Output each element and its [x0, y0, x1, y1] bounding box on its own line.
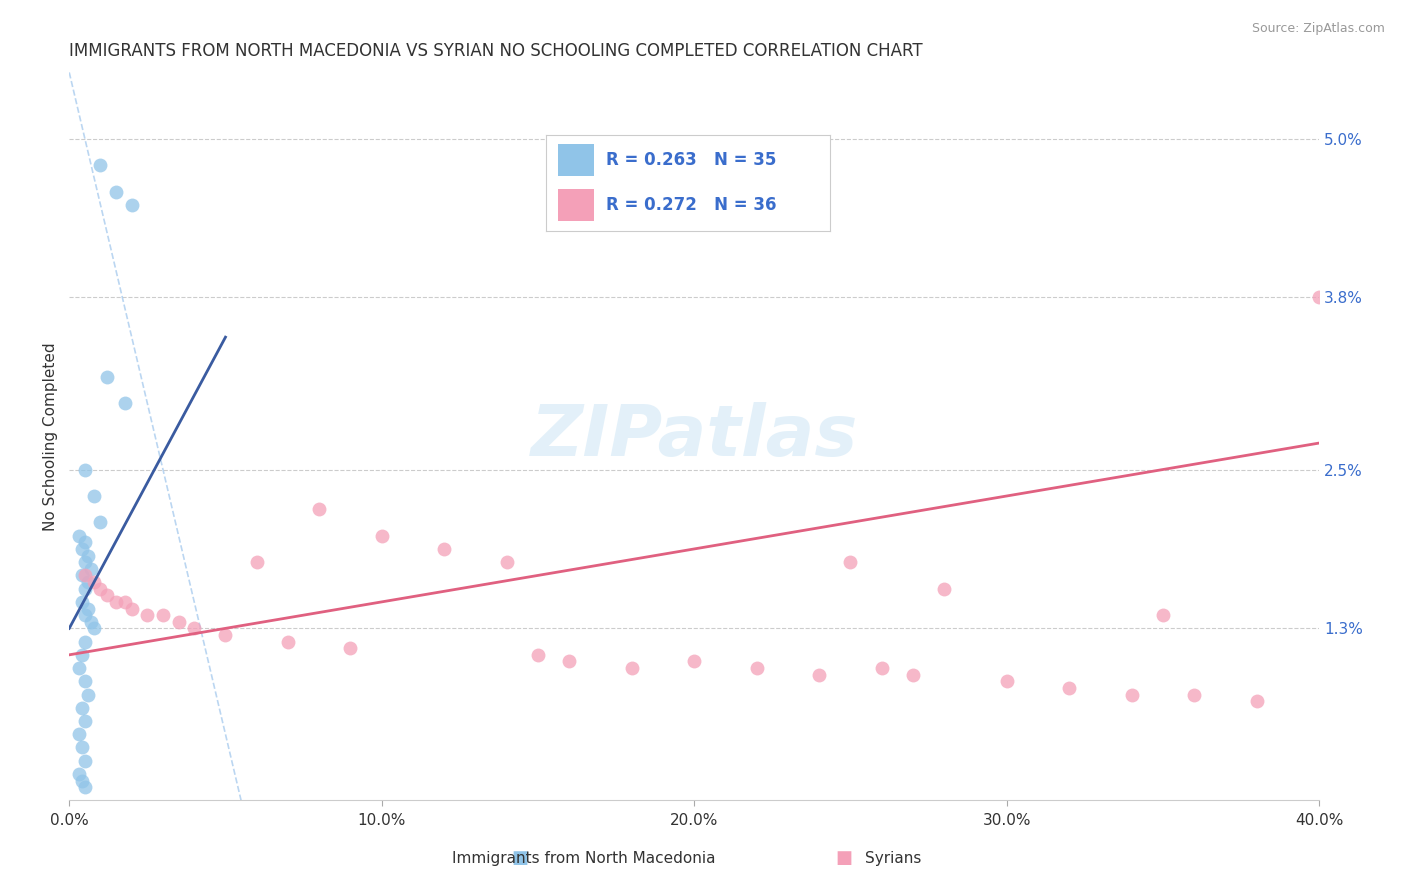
Point — [89, 582, 111, 596]
Point — [89, 516, 111, 530]
Point — [73, 714, 96, 728]
Point — [167, 615, 190, 629]
Point — [96, 588, 118, 602]
Point — [339, 641, 361, 656]
Y-axis label: No Schooling Completed: No Schooling Completed — [44, 343, 58, 531]
Text: R = 0.272   N = 36: R = 0.272 N = 36 — [606, 195, 776, 214]
Point — [73, 634, 96, 648]
Point — [70, 595, 93, 609]
Point — [808, 667, 831, 681]
Point — [136, 608, 159, 623]
Point — [183, 621, 205, 635]
Point — [73, 535, 96, 549]
Point — [73, 582, 96, 596]
Point — [80, 562, 103, 576]
Point — [1057, 681, 1080, 695]
Point — [73, 754, 96, 768]
Point — [105, 595, 128, 609]
Point — [70, 541, 93, 556]
Point — [121, 198, 143, 212]
Point — [73, 674, 96, 689]
Point — [277, 634, 299, 648]
Point — [67, 727, 90, 741]
Point — [152, 608, 174, 623]
Text: Syrians: Syrians — [865, 851, 921, 865]
Point — [73, 568, 96, 582]
Point — [1246, 694, 1268, 708]
Point — [1152, 608, 1174, 623]
Point — [73, 608, 96, 623]
Point — [527, 648, 550, 662]
Point — [114, 396, 136, 410]
Text: ■: ■ — [835, 849, 852, 867]
Point — [70, 740, 93, 755]
Point — [77, 688, 100, 702]
Point — [870, 661, 893, 675]
Point — [1308, 290, 1330, 304]
FancyBboxPatch shape — [558, 145, 595, 176]
Point — [114, 595, 136, 609]
Point — [77, 601, 100, 615]
Point — [83, 575, 105, 590]
Point — [77, 549, 100, 563]
Point — [70, 700, 93, 714]
Point — [96, 369, 118, 384]
Text: ZIPatlas: ZIPatlas — [530, 402, 858, 471]
Point — [67, 661, 90, 675]
Point — [934, 582, 956, 596]
Text: Immigrants from North Macedonia: Immigrants from North Macedonia — [451, 851, 716, 865]
Point — [433, 541, 456, 556]
Point — [839, 555, 862, 569]
Text: Source: ZipAtlas.com: Source: ZipAtlas.com — [1251, 22, 1385, 36]
Point — [495, 555, 517, 569]
Point — [308, 502, 330, 516]
Point — [370, 529, 392, 543]
Point — [121, 601, 143, 615]
Point — [83, 489, 105, 503]
Point — [70, 773, 93, 788]
Point — [70, 648, 93, 662]
Point — [70, 568, 93, 582]
Point — [901, 667, 924, 681]
Point — [246, 555, 269, 569]
Point — [80, 615, 103, 629]
Point — [1121, 688, 1143, 702]
Point — [77, 575, 100, 590]
Point — [214, 628, 236, 642]
Point — [83, 621, 105, 635]
Point — [1182, 688, 1205, 702]
Point — [67, 529, 90, 543]
Text: R = 0.263   N = 35: R = 0.263 N = 35 — [606, 151, 776, 169]
Point — [67, 767, 90, 781]
Text: ■: ■ — [512, 849, 529, 867]
Point — [558, 655, 581, 669]
Point — [73, 462, 96, 476]
Point — [89, 158, 111, 172]
Point — [73, 555, 96, 569]
Point — [105, 185, 128, 199]
FancyBboxPatch shape — [558, 189, 595, 221]
Point — [683, 655, 706, 669]
Point — [620, 661, 643, 675]
Point — [745, 661, 768, 675]
Point — [73, 780, 96, 795]
Text: IMMIGRANTS FROM NORTH MACEDONIA VS SYRIAN NO SCHOOLING COMPLETED CORRELATION CHA: IMMIGRANTS FROM NORTH MACEDONIA VS SYRIA… — [69, 42, 922, 60]
Point — [995, 674, 1018, 689]
